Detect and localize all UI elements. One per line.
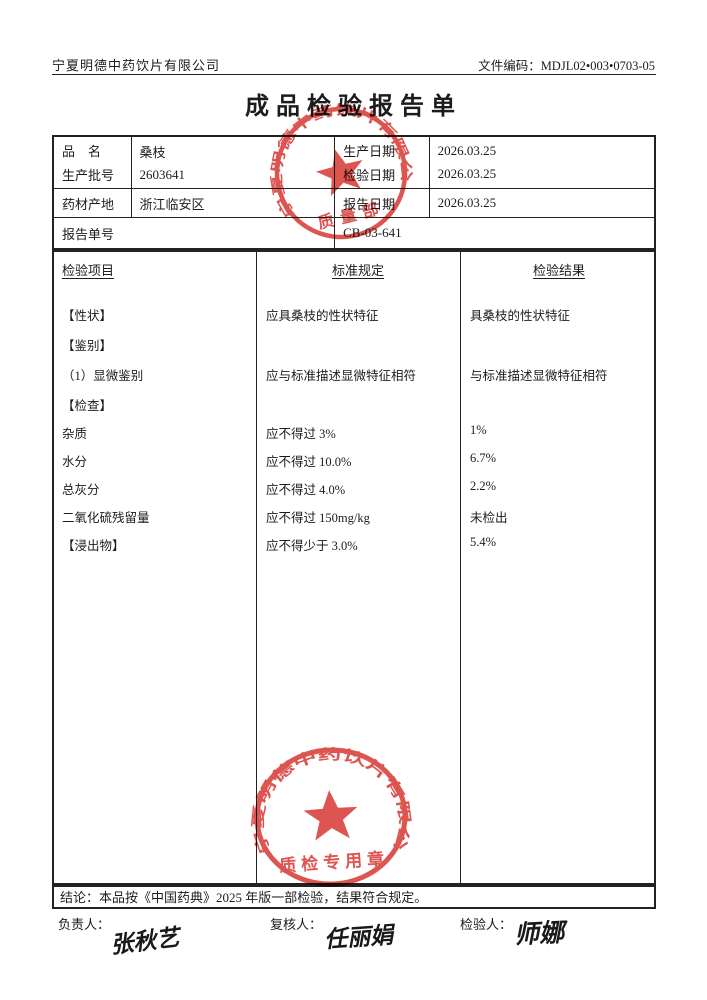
batch-no-value: 2603641 [139, 167, 186, 182]
item-cell: 杂质 [62, 427, 88, 441]
responsible-signature: 张秋艺 [109, 924, 181, 959]
standard-cell: 应不得过 10.0% [266, 455, 352, 469]
item-cell: 【鉴别】 [62, 339, 113, 353]
info-values-right: 2026.03.25 2026.03.25 [430, 137, 654, 188]
column-header-result: 检验结果 [532, 263, 585, 278]
batch-no-label: 生产批号 [62, 167, 115, 183]
stamp-ring [254, 747, 408, 887]
standard-cell: 应不得少于 3.0% [266, 539, 358, 553]
inspection-date-label: 检验日期 [343, 167, 396, 183]
report-date-label: 报告日期 [343, 196, 396, 212]
info-row-4: 报告单号 CB-03-641 [54, 217, 654, 248]
column-header-standard: 标准规定 [331, 263, 384, 278]
table-row: 【鉴别】 [54, 335, 658, 359]
reviewer-signature: 任丽娟 [323, 922, 394, 953]
stamp-star-icon [315, 149, 363, 197]
table-row: 【检查】 [54, 395, 658, 419]
table-row: 水分 应不得过 10.0% 6.7% [54, 451, 658, 475]
column-divider [256, 252, 257, 883]
report-date-value: 2026.03.25 [437, 195, 497, 210]
item-cell: 总灰分 [62, 483, 100, 497]
result-cell: 6.7% [470, 451, 497, 465]
conclusion-row: 结论：本品按《中国药典》2025 年版一部检验，结果符合规定。 [52, 885, 656, 909]
column-divider [460, 252, 461, 883]
inspector-label: 检验人： [460, 917, 513, 932]
responsible-label: 负责人： [58, 917, 111, 932]
conclusion-text: 结论：本品按《中国药典》2025 年版一部检验，结果符合规定。 [60, 890, 428, 905]
stamp-ring [274, 106, 408, 240]
item-cell: 二氧化硫残留量 [62, 511, 150, 525]
document-code: 文件编码：MDJL02•003•0703-05 [478, 59, 655, 73]
quality-dept-stamp: 宁夏明德中药饮片有限公司 质量部 [253, 86, 419, 248]
item-cell: （1）显微鉴别 [62, 369, 144, 383]
standard-cell: 应不得过 4.0% [266, 483, 346, 497]
result-cell: 2.2% [470, 479, 497, 493]
info-labels-right: 生产日期 检验日期 [335, 137, 430, 188]
production-date-label: 生产日期 [343, 144, 396, 160]
inspector-signature: 师娜 [513, 919, 565, 950]
table-row: （1）显微鉴别 应与标准描述显微特征相符 与标准描述显微特征相符 [54, 365, 658, 389]
origin-label: 药材产地 [62, 196, 115, 212]
result-cell: 未检出 [470, 511, 508, 525]
product-name-value: 桑枝 [139, 145, 166, 160]
standard-cell: 应具桑枝的性状特征 [266, 309, 379, 323]
standard-cell: 应不得过 150mg/kg [266, 511, 370, 525]
table-row: 【浸出物】 应不得少于 3.0% 5.4% [54, 535, 658, 559]
result-cell: 5.4% [470, 535, 497, 549]
table-row: 二氧化硫残留量 应不得过 150mg/kg 未检出 [54, 507, 658, 531]
product-name-label: 品 名 [62, 144, 102, 160]
signature-row: 负责人： 张秋艺 复核人： 任丽娟 检验人： 师娜 [52, 912, 656, 962]
info-row-3: 药材产地 浙江临安区 报告日期 2026.03.25 [54, 188, 654, 217]
info-row-1-2: 品 名 生产批号 桑枝 2603641 生产日期 检验日期 2026.03.25… [54, 137, 654, 188]
table-row: 【性状】 应具桑枝的性状特征 具桑枝的性状特征 [54, 305, 658, 329]
stamp-star-icon [303, 790, 358, 841]
item-cell: 水分 [62, 455, 88, 469]
item-cell: 【浸出物】 [62, 539, 125, 553]
origin-value: 浙江临安区 [139, 196, 205, 212]
report-no-label: 报告单号 [62, 226, 115, 242]
result-cell: 具桑枝的性状特征 [470, 309, 571, 323]
qc-special-stamp: 宁夏明德中药饮片有限公司 质检专用章 [243, 734, 419, 900]
page-title: 成品检验报告单 [245, 94, 462, 120]
item-cell: 【检查】 [62, 399, 113, 413]
company-name: 宁夏明德中药饮片有限公司 [52, 58, 221, 73]
inspection-date-value: 2026.03.25 [437, 166, 497, 182]
inspection-table: 检验项目 标准规定 检验结果 【性状】 应具桑枝的性状特征 具桑枝的性状特征 【… [52, 250, 656, 885]
info-labels-left: 品 名 生产批号 [54, 137, 132, 188]
item-cell: 【性状】 [62, 309, 113, 323]
table-row: 杂质 应不得过 3% 1% [54, 423, 658, 447]
column-header-item: 检验项目 [62, 263, 115, 278]
result-cell: 与标准描述显微特征相符 [470, 369, 608, 383]
standard-cell: 应不得过 3% [266, 427, 336, 441]
header-divider [52, 74, 656, 75]
result-cell: 1% [470, 423, 487, 437]
production-date-value: 2026.03.25 [437, 142, 497, 158]
table-row: 总灰分 应不得过 4.0% 2.2% [54, 479, 658, 503]
standard-cell: 应与标准描述显微特征相符 [266, 369, 417, 383]
reviewer-label: 复核人： [270, 917, 323, 932]
info-table: 品 名 生产批号 桑枝 2603641 生产日期 检验日期 2026.03.25… [52, 135, 656, 250]
